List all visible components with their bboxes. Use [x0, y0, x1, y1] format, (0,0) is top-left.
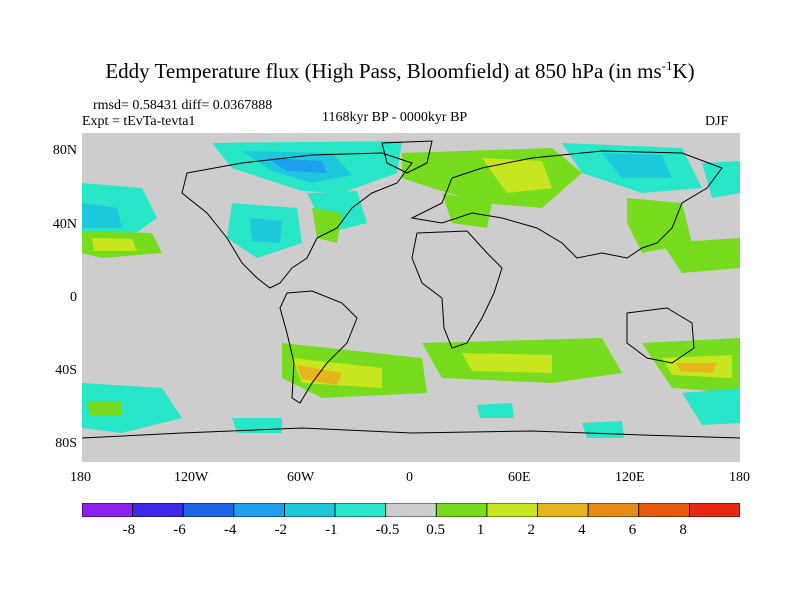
colorbar-swatch	[334, 503, 387, 517]
colorbar-label: 1	[476, 522, 485, 538]
flux-field-neg-siberia-core	[602, 153, 672, 178]
colorbar-swatch	[688, 503, 740, 517]
lon-tick: 120E	[615, 470, 645, 485]
stats-text: rmsd= 0.58431 diff= 0.0367888	[93, 98, 273, 113]
flux-field-pos-eurasia-core	[482, 158, 552, 193]
flux-field-pos-satlantic-inner	[297, 365, 342, 385]
flux-field-neg-sindian-east	[682, 388, 740, 425]
colorbar-swatch	[587, 503, 640, 517]
flux-field-neg-sindian-small	[582, 421, 624, 438]
colorbar-label: 6	[628, 522, 637, 538]
flux-field-pos-natlantic	[312, 208, 342, 243]
colorbar-label: -0.5	[375, 522, 400, 538]
lat-tick: 0	[70, 290, 77, 305]
colorbar-label: 8	[679, 522, 687, 538]
experiment-label: Expt = tEvTa-tevta1	[82, 114, 196, 129]
lon-tick: 120W	[174, 470, 209, 485]
colorbar-label: -6	[173, 522, 186, 538]
flux-field-pos-sindian-core	[462, 353, 552, 373]
lat-tick: 80S	[55, 436, 77, 451]
flux-field-pos-npacific-core	[92, 238, 137, 251]
coastline-south-america	[279, 290, 358, 404]
colorbar-swatch	[182, 503, 235, 517]
colorbar-swatch	[132, 503, 184, 517]
flux-field-pos-asia	[627, 198, 692, 253]
flux-field-neg-np-east	[702, 161, 740, 198]
coastline-eurasia	[410, 150, 723, 259]
coastline-greenland	[381, 140, 433, 174]
coastline-north-america	[181, 152, 413, 289]
lat-tick: 40N	[52, 217, 77, 232]
colorbar	[82, 503, 740, 517]
colorbar-swatch	[233, 503, 285, 517]
colorbar-swatch	[486, 503, 538, 517]
lon-tick: 180	[729, 470, 750, 485]
lon-tick: 60E	[508, 470, 531, 485]
lat-tick: 40S	[55, 363, 77, 378]
flux-field-neg-npacific-core	[82, 203, 122, 228]
colorbar-swatch	[435, 503, 488, 517]
colorbar-swatch	[82, 503, 134, 517]
coastline-africa	[411, 230, 503, 349]
colorbar-label: -4	[223, 522, 237, 538]
colorbar-swatch	[537, 503, 589, 517]
colorbar-label: -1	[325, 522, 338, 538]
flux-field-neg-spacific	[82, 383, 182, 433]
colorbar-label: 2	[527, 522, 536, 538]
lat-tick: 80N	[52, 143, 77, 158]
flux-field-neg-satl-small	[477, 403, 514, 418]
flux-field-pos-npac-west	[662, 238, 740, 273]
colorbar-label: -8	[122, 522, 136, 538]
coastlines	[82, 140, 740, 439]
map-plot	[82, 133, 740, 462]
lon-tick: 180	[70, 470, 91, 485]
colorbar-swatch	[638, 503, 690, 517]
flux-field-neg-canada-inner	[267, 158, 327, 173]
colorbar-label: 4	[578, 522, 586, 538]
coastline-australia	[626, 307, 695, 364]
flux-field-neg-us-core	[250, 218, 282, 243]
colorbar-label: -2	[274, 522, 287, 538]
flux-field-pos-spacific-west	[87, 401, 122, 415]
season-label: DJF	[705, 114, 729, 129]
period-label: 1168kyr BP - 0000kyr BP	[322, 110, 468, 125]
coastline-antarctica	[82, 427, 740, 439]
lon-tick: 60W	[287, 470, 315, 485]
flux-field-pos-spacific-inner	[677, 363, 717, 373]
flux-anomaly-fields	[82, 141, 740, 438]
lon-tick: 0	[406, 470, 413, 485]
colorbar-label: 0.5	[426, 522, 446, 538]
colorbar-swatch	[284, 503, 336, 517]
map-title: Eddy Temperature flux (High Pass, Bloomf…	[105, 58, 695, 83]
colorbar-swatch	[385, 503, 437, 517]
